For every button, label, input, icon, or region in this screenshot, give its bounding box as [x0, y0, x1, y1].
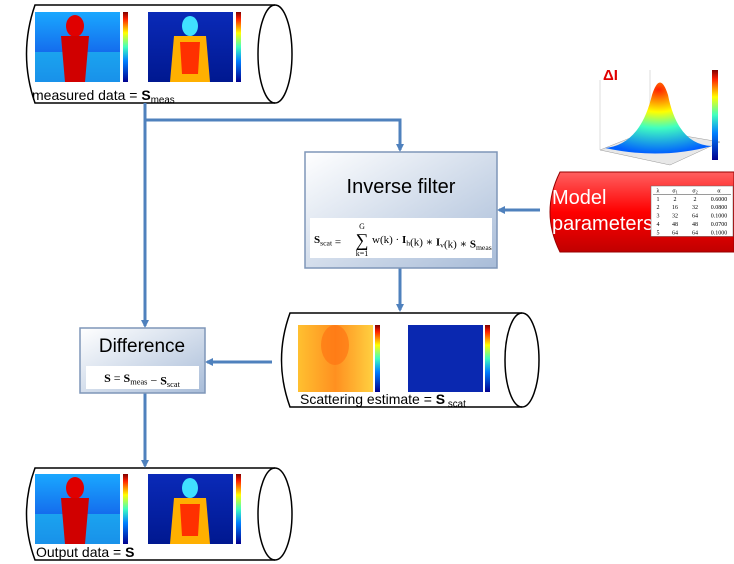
- token: Output data =: [36, 544, 125, 560]
- table-cell: 3: [657, 214, 660, 220]
- title-line: parameters: [552, 213, 653, 235]
- subscript: 1: [676, 190, 678, 195]
- sum-symbol: ∑: [356, 230, 369, 250]
- token: −: [147, 374, 160, 388]
- output-label: Output data = S: [36, 544, 134, 560]
- token: =: [111, 371, 124, 385]
- subscript: meas: [476, 243, 492, 252]
- psf-plot: [600, 70, 720, 165]
- table-cell: 48: [692, 222, 698, 228]
- table-cell: 48: [672, 222, 678, 228]
- table-cell: 0.0800: [711, 205, 728, 211]
- table-cell: 16: [672, 205, 678, 211]
- table-cell: 0.0700: [711, 222, 728, 228]
- token: S: [125, 544, 134, 560]
- table-cell: 64: [692, 214, 698, 220]
- table-cell: 5: [657, 230, 660, 236]
- table-cell: 32: [692, 205, 698, 211]
- table-cell: 64: [692, 230, 698, 236]
- table-cell: 4: [657, 222, 660, 228]
- table-cell: 0.1000: [711, 214, 728, 220]
- token: (k) ∗: [410, 236, 436, 248]
- token: (k) ∗: [444, 239, 470, 251]
- difference-title: Difference: [99, 336, 185, 357]
- token: Scattering estimate =: [300, 391, 436, 407]
- subscript: scat: [320, 238, 333, 247]
- table-cell: 2: [657, 205, 660, 211]
- subscript: scat: [445, 399, 466, 410]
- token: w(k) ·: [372, 234, 402, 246]
- table-cell: 2: [694, 197, 697, 203]
- subscript: meas: [151, 95, 175, 106]
- diagram: Inverse filter Sscat = ∑ G k=1 w(k) · Ih…: [0, 0, 734, 564]
- table-cell: 1: [657, 197, 660, 203]
- inverse-filter-title: Inverse filter: [347, 176, 456, 198]
- token: S: [141, 87, 150, 103]
- token: λ: [657, 188, 660, 194]
- token: =: [332, 236, 341, 248]
- table-header: σ2: [692, 188, 697, 194]
- table-cell: 32: [672, 214, 678, 220]
- subscript: 2: [696, 190, 698, 195]
- plot-label: ΔI: [603, 67, 618, 84]
- sum-lower: k=1: [356, 249, 369, 258]
- subscript: meas: [130, 378, 147, 387]
- subscript: scat: [167, 380, 181, 389]
- table-header: σ1: [672, 188, 677, 194]
- table-cell: 0.1000: [711, 230, 728, 236]
- token: measured data =: [32, 87, 141, 103]
- table-cell: 0.6000: [711, 197, 728, 203]
- token: S: [436, 391, 445, 407]
- sum-upper: G: [359, 222, 365, 231]
- table-cell: 64: [672, 230, 678, 236]
- table-header: λ: [657, 188, 660, 194]
- table-cell: 2: [674, 197, 677, 203]
- title-line: Model: [552, 187, 606, 209]
